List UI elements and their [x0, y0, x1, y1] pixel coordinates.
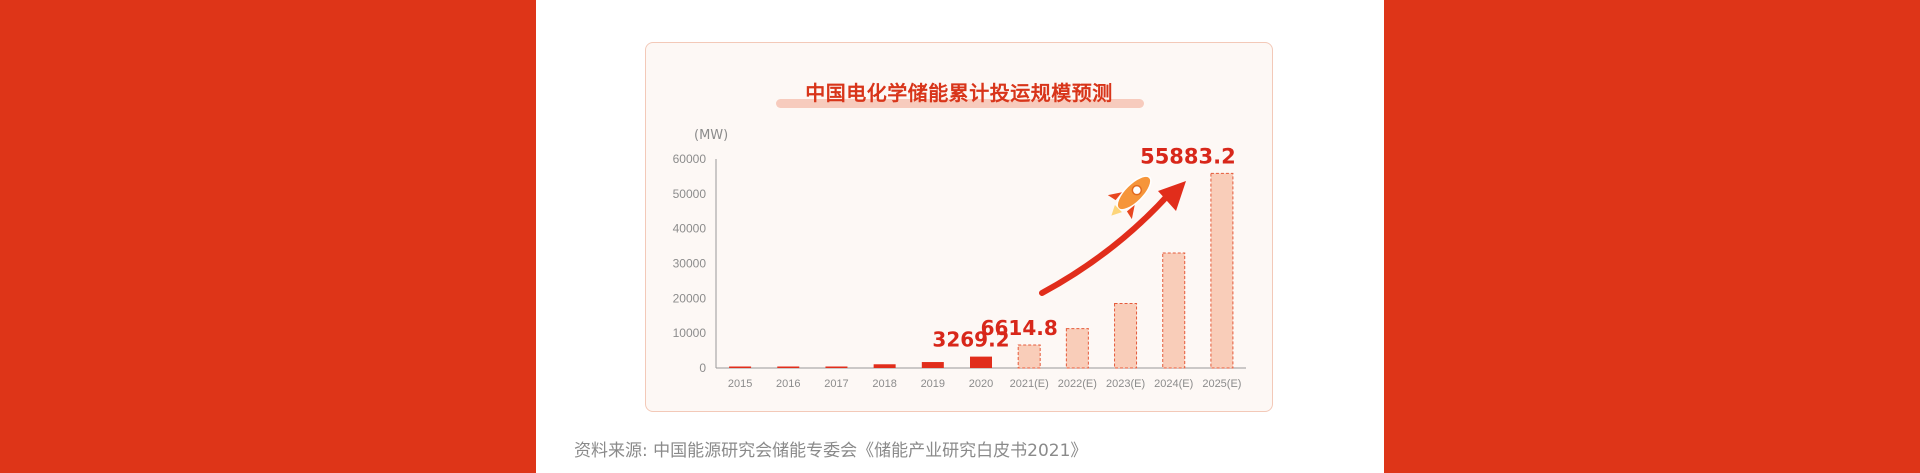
bar-2019	[921, 362, 944, 368]
x-tick-label: 2025(E)	[1202, 378, 1241, 390]
x-tick-label: 2018	[872, 378, 896, 390]
y-tick-label: 10000	[673, 326, 707, 340]
rocket-window	[1131, 184, 1143, 196]
y-tick-label: 30000	[673, 257, 707, 271]
value-label: 55883.2	[1140, 144, 1236, 168]
growth-arrow-head	[1158, 181, 1186, 211]
growth-arrow-shaft	[1039, 190, 1173, 296]
rocket-flame	[1111, 205, 1122, 216]
rocket-fin-right	[1126, 205, 1135, 220]
rocket-fin-left	[1107, 192, 1122, 201]
x-tick-label: 2016	[776, 378, 800, 390]
bar-2021(E)	[1017, 344, 1041, 369]
bar-2017	[825, 366, 848, 368]
y-tick-label: 40000	[673, 222, 707, 236]
bar-2015	[729, 366, 752, 368]
y-tick-label: 0	[699, 361, 706, 375]
x-tick-label: 2015	[728, 378, 752, 390]
bar-2024(E)	[1162, 252, 1186, 369]
x-tick-label: 2020	[969, 378, 993, 390]
bar-2018	[873, 364, 896, 368]
source-label: 资料来源:	[574, 441, 648, 461]
chart-title: 中国电化学储能累计投运规模预测	[805, 81, 1113, 105]
bar-chart: (MW) 0 10000 20000 30000 40000 50000 60000 2015 2…	[673, 128, 1246, 390]
content-panel: 中国电化学储能累计投运规模预测 (MW) 0 10000 20000 30000 4000…	[536, 0, 1384, 473]
x-tick-label: 2017	[824, 378, 848, 390]
y-axis-unit: (MW)	[694, 128, 728, 143]
y-tick-label: 20000	[673, 291, 707, 305]
bar-2023(E)	[1114, 303, 1138, 369]
x-tick-label: 2023(E)	[1106, 378, 1145, 390]
x-tick-label: 2022(E)	[1058, 378, 1097, 390]
y-tick-label: 50000	[673, 187, 707, 201]
rocket-icon	[1107, 175, 1152, 220]
x-tick-label: 2024(E)	[1154, 378, 1193, 390]
y-tick-label: 60000	[673, 152, 707, 166]
title-highlight	[776, 99, 1144, 108]
x-tick-label: 2021(E)	[1010, 378, 1049, 390]
source-note: 资料来源: 中国能源研究会储能专委会《储能产业研究白皮书2021》	[574, 436, 1087, 461]
chart-card: 中国电化学储能累计投运规模预测 (MW) 0 10000 20000 30000 4000…	[645, 42, 1273, 412]
bar-2025(E)	[1210, 172, 1234, 369]
bar-2022(E)	[1065, 328, 1089, 369]
value-label: 3269.2	[932, 328, 1009, 352]
source-text: 中国能源研究会储能专委会《储能产业研究白皮书2021》	[653, 441, 1088, 461]
bar-2020	[970, 356, 992, 368]
bar-2016	[777, 366, 800, 368]
growth-arrow	[1039, 181, 1186, 296]
value-label: 6614.8	[981, 316, 1058, 340]
x-tick-label: 2019	[921, 378, 945, 390]
